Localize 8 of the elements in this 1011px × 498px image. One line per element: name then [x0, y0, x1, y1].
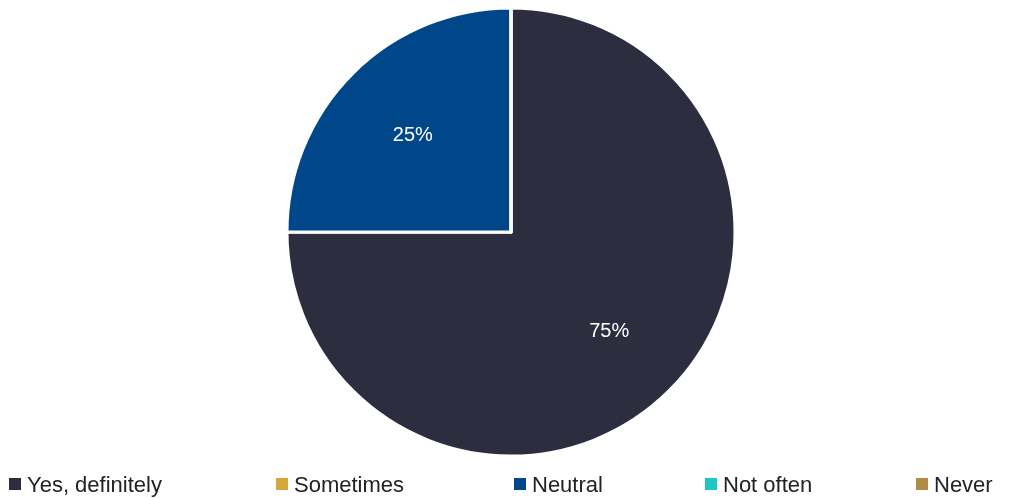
- legend-label: Sometimes: [294, 471, 405, 497]
- legend-label: Yes, definitely: [27, 471, 162, 497]
- legend-label: Never: [934, 471, 993, 497]
- legend-label: Neutral: [532, 471, 603, 497]
- data-label: 25%: [392, 122, 434, 145]
- legend-label: Not often: [723, 471, 813, 497]
- data-label: 75%: [589, 319, 630, 342]
- pie-slice: [285, 6, 737, 458]
